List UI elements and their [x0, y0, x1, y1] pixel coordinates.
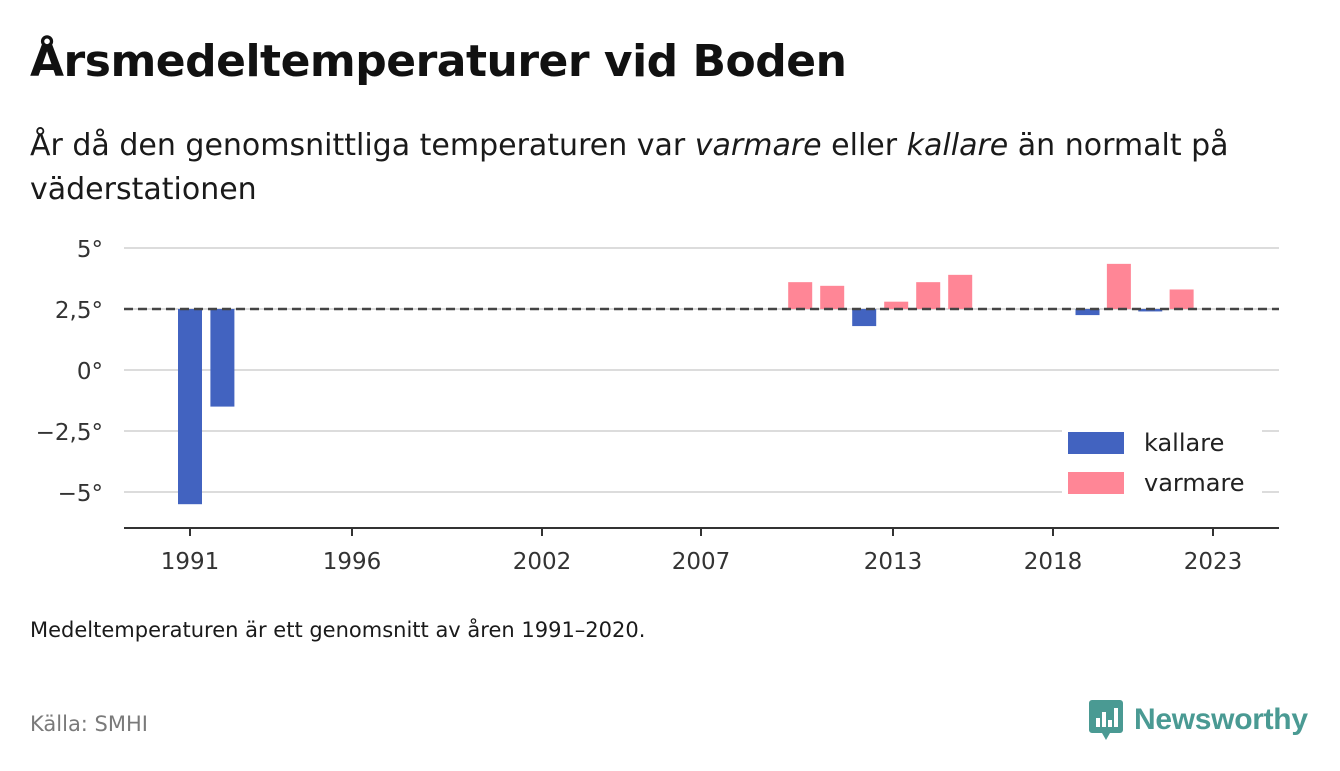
x-tick-label: 2023	[1184, 549, 1243, 575]
y-tick-label: 0°	[77, 359, 103, 385]
subtitle-text-2: eller	[821, 128, 907, 163]
chart-note: Medeltemperaturen är ett genomsnitt av å…	[30, 618, 646, 642]
chart-title: Årsmedeltemperaturer vid Boden	[30, 36, 847, 87]
bar-kallare-2012	[852, 309, 877, 327]
bar-varmare-2022	[1169, 289, 1194, 309]
newsworthy-logo-icon	[1089, 700, 1123, 740]
y-tick-label: −2,5°	[36, 420, 103, 446]
subtitle-text-3: än normalt på väderstationen	[30, 128, 1229, 207]
y-tick-label: −5°	[58, 481, 103, 507]
x-tick-label: 2018	[1024, 549, 1083, 575]
bar-kallare-2019	[1075, 309, 1100, 316]
x-tick-label: 2013	[864, 549, 923, 575]
brand-logo: Newsworthy	[1088, 698, 1308, 742]
bar-chart: 5° 2,5° 0° −2,5° −5° 1991 1996 2002 2007 2013 2018…	[36, 237, 1279, 575]
x-tick-label: 1996	[323, 549, 382, 575]
subtitle-warm-word: varmare	[694, 128, 822, 163]
subtitle-cold-word: kallare	[906, 128, 1009, 163]
bar-kallare-1991	[178, 309, 202, 505]
legend-label-kallare: kallare	[1144, 429, 1224, 457]
bar-kallare-1992	[210, 309, 235, 407]
x-tick-label: 1991	[161, 549, 220, 575]
brand-name: Newsworthy	[1134, 703, 1308, 736]
y-tick-label: 2,5°	[55, 298, 103, 324]
subtitle-text-1: År då den genomsnittliga temperaturen va…	[30, 128, 695, 163]
x-tick-label: 2007	[672, 549, 731, 575]
y-tick-label: 5°	[77, 237, 103, 263]
bar-varmare-2015	[948, 274, 973, 309]
bar-varmare-2020	[1106, 263, 1131, 309]
source-label: Källa: SMHI	[30, 712, 148, 736]
chart-subtitle: År då den genomsnittliga temperaturen va…	[30, 124, 1310, 212]
bar-varmare-2010	[788, 282, 813, 309]
legend-swatch-varmare	[1068, 472, 1124, 494]
bar-varmare-2014	[916, 282, 941, 309]
bar-varmare-2011	[820, 285, 845, 309]
legend-label-varmare: varmare	[1144, 469, 1245, 497]
legend-swatch-kallare	[1068, 432, 1124, 454]
bar-varmare-2013	[884, 301, 909, 309]
x-tick-label: 2002	[513, 549, 572, 575]
